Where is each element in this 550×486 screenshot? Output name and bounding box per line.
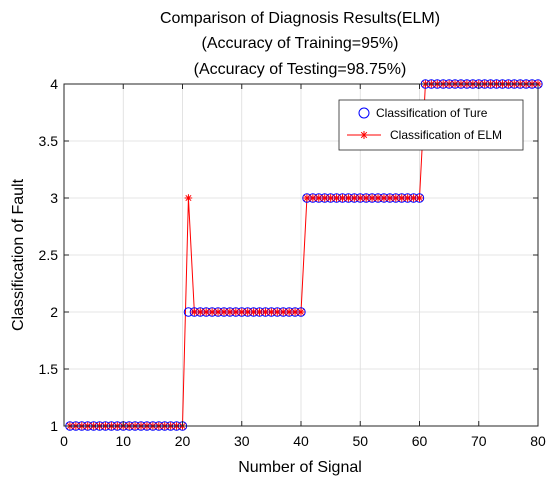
legend-marker-ture <box>358 107 370 119</box>
legend-label-ture: Classification of Ture <box>376 106 488 120</box>
elm-point <box>279 308 288 316</box>
x-tick-label: 80 <box>530 433 546 449</box>
chart-title-line-3: (Accuracy of Testing=98.75%) <box>194 61 407 78</box>
elm-point <box>220 308 228 316</box>
elm-point <box>374 194 382 202</box>
elm-point <box>190 308 199 316</box>
elm-point <box>332 194 341 202</box>
x-tick-label: 60 <box>412 433 428 449</box>
x-tick-label: 0 <box>60 433 68 449</box>
elm-point <box>285 308 293 316</box>
elm-point <box>255 308 264 316</box>
legend-marker-elm <box>360 131 368 139</box>
x-tick-label: 20 <box>175 433 191 449</box>
legend: Classification of Ture Classification of… <box>338 99 524 151</box>
chart-title-line-1: Comparison of Diagnosis Results(ELM) <box>160 10 440 27</box>
x-tick-label: 30 <box>234 433 250 449</box>
elm-point <box>297 308 305 316</box>
elm-point <box>214 308 222 316</box>
x-axis-label: Number of Signal <box>238 459 362 476</box>
y-tick-label: 3.5 <box>39 133 59 149</box>
elm-point <box>184 194 193 202</box>
chart-title-line-2: (Accuracy of Training=95%) <box>202 35 399 52</box>
elm-point <box>344 194 353 202</box>
y-tick-label: 2 <box>50 304 58 320</box>
x-tick-label: 70 <box>471 433 487 449</box>
elm-point <box>415 194 424 202</box>
y-tick-label: 3 <box>50 190 58 206</box>
elm-point <box>232 308 240 316</box>
y-tick-label: 1 <box>50 418 58 434</box>
x-tick-label: 50 <box>352 433 368 449</box>
x-tick-label: 10 <box>115 433 131 449</box>
elm-point <box>237 308 246 316</box>
legend-star-glyph <box>360 131 368 139</box>
axis-ticks: 0 10 20 30 40 50 60 70 80 1 1.5 2 2.5 3 3.5 4 <box>39 76 546 449</box>
y-tick-label: 1.5 <box>39 361 59 377</box>
y-axis-label: Classification of Fault <box>10 178 27 331</box>
elm-point <box>261 308 270 316</box>
legend-box <box>338 99 524 151</box>
y-tick-label: 2.5 <box>39 247 59 263</box>
y-tick-label: 4 <box>50 76 58 92</box>
elm-point <box>403 194 412 202</box>
x-tick-label: 40 <box>293 433 309 449</box>
legend-label-elm: Classification of ELM <box>390 128 502 142</box>
